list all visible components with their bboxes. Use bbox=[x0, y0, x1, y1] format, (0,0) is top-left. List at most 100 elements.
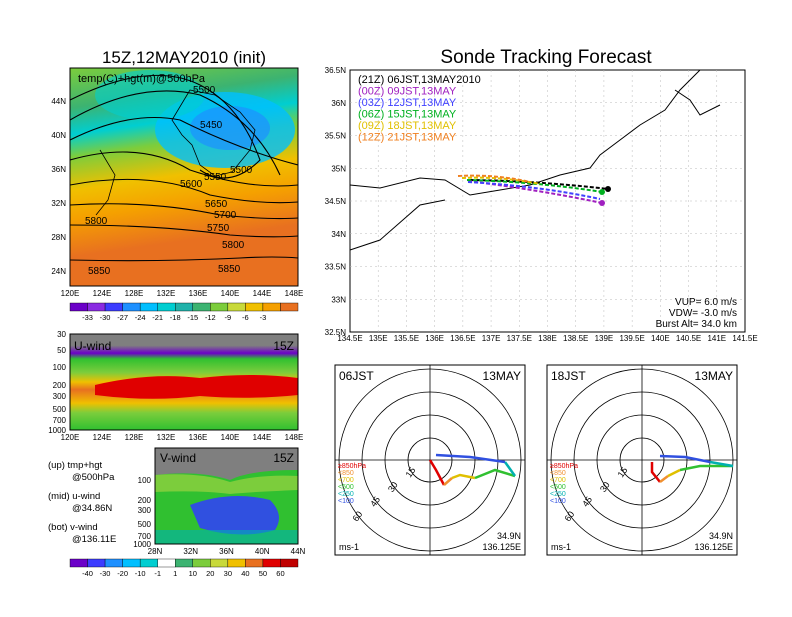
map500-xtick: 124E bbox=[93, 289, 112, 298]
map500-contour bbox=[70, 224, 298, 238]
hodograph-lon: 136.125E bbox=[694, 542, 733, 552]
track-xtick: 135E bbox=[369, 334, 388, 343]
map500-ytick: 32N bbox=[51, 199, 66, 208]
track-legend-entry: (06Z) 15JST,13MAY bbox=[358, 109, 457, 121]
track-ytick: 36.5N bbox=[325, 66, 347, 75]
uwind-ytick: 30 bbox=[57, 330, 66, 339]
map500-colorbar-swatch bbox=[227, 302, 246, 312]
hodograph-legend-entry: <100 bbox=[338, 498, 354, 505]
map500-contour-label: 5550 bbox=[204, 172, 227, 183]
hodograph-trace bbox=[709, 460, 734, 468]
hodograph-ring-label: 30 bbox=[386, 480, 400, 494]
track-landing-dot bbox=[599, 189, 605, 195]
hodograph-time: 06JST bbox=[339, 369, 374, 383]
map500-colorbar-swatch bbox=[192, 302, 211, 312]
uwind-xtick: 124E bbox=[93, 433, 112, 442]
legend-note-sub: @136.11E bbox=[72, 534, 116, 545]
hodograph-ring-label: 60 bbox=[562, 509, 576, 523]
map500-colorbar-label: -27 bbox=[117, 313, 128, 322]
uwind-ytick: 50 bbox=[57, 346, 66, 355]
hodograph-ring-label: 30 bbox=[598, 480, 612, 494]
uwind-xtick: 140E bbox=[221, 433, 240, 442]
map500-contour bbox=[70, 151, 298, 187]
track-ytick: 33N bbox=[331, 295, 346, 304]
map500-colorbar-swatch bbox=[122, 302, 141, 312]
vwind-ytick: 300 bbox=[138, 506, 152, 515]
vwind-colorbar-label: -30 bbox=[100, 569, 111, 578]
hodograph-date: 13MAY bbox=[483, 369, 521, 383]
vwind-colorbar-label: -10 bbox=[135, 569, 146, 578]
hodograph-legend-entry: <700 bbox=[550, 477, 566, 484]
map500-colorbar-swatch bbox=[104, 302, 123, 312]
uwind-ytick: 700 bbox=[53, 416, 67, 425]
track-legend-entry: (03Z) 12JST,13MAY bbox=[358, 97, 457, 109]
track-xtick: 136E bbox=[425, 334, 444, 343]
hodograph-trace bbox=[435, 453, 506, 464]
vwind-colorbar-label: -20 bbox=[117, 569, 128, 578]
track-param: VDW= -3.0 m/s bbox=[669, 308, 737, 319]
map500-label: temp(C)+hgt(m)@500hPa bbox=[78, 73, 206, 85]
vwind-xtick: 44N bbox=[291, 547, 306, 556]
vwind-xtick: 28N bbox=[148, 547, 163, 556]
track-coastline bbox=[349, 69, 701, 196]
map500-contour bbox=[70, 90, 281, 176]
hodograph-legend-entry: ≥850hPa bbox=[550, 463, 578, 470]
vwind-colorbar-swatch bbox=[280, 558, 299, 568]
map500-colorbar-label: -6 bbox=[242, 313, 249, 322]
vwind-ytick: 500 bbox=[138, 520, 152, 529]
legend-notes: (up) tmp+hgt@500hPa (mid) u-wind@34.86N (b… bbox=[48, 460, 116, 545]
map500-colorbar-label: -18 bbox=[170, 313, 181, 322]
vwind-colorbar-swatch bbox=[227, 558, 246, 568]
map500-xtick: 136E bbox=[189, 289, 208, 298]
map500-xtick: 128E bbox=[125, 289, 144, 298]
uwind-xtick: 132E bbox=[157, 433, 176, 442]
track-xtick: 135.5E bbox=[394, 334, 419, 343]
map500-contours bbox=[70, 74, 298, 262]
vwind-colorbar-swatch bbox=[192, 558, 211, 568]
hodograph-trace bbox=[443, 477, 453, 486]
hodograph-lon: 136.125E bbox=[482, 542, 521, 552]
track-xtick: 138.5E bbox=[563, 334, 588, 343]
map500-colorbar-swatch bbox=[280, 302, 299, 312]
track-legend-entry: (09Z) 18JST,13MAY bbox=[358, 120, 457, 132]
hodograph-date: 13MAY bbox=[695, 369, 733, 383]
track-runs bbox=[457, 174, 611, 206]
hodograph-trace bbox=[451, 473, 476, 480]
map500-colorbar-swatch bbox=[245, 302, 264, 312]
map500-yaxis: 44N 40N 36N 32N 28N 24N bbox=[51, 97, 66, 276]
map500-colorbar-swatch bbox=[210, 302, 229, 312]
track-ytick: 33.5N bbox=[325, 263, 347, 272]
map500-ytick: 44N bbox=[51, 97, 66, 106]
legend-note-sub: @500hPa bbox=[72, 472, 115, 483]
map500-colorbar-label: -30 bbox=[100, 313, 111, 322]
map500-ytick: 36N bbox=[51, 165, 66, 174]
map500-colorbar-swatch bbox=[175, 302, 193, 312]
uwind-ytick: 1000 bbox=[48, 426, 66, 435]
vwind-colorbar: -40 -30 -20 -10 -1 1 10 20 30 40 50 60 bbox=[69, 558, 299, 578]
hodograph-unit: ms-1 bbox=[339, 542, 359, 552]
vwind-colorbar-label: -1 bbox=[154, 569, 161, 578]
map500-contour bbox=[70, 203, 298, 220]
vwind-xtick: 40N bbox=[255, 547, 270, 556]
track-legend-entry: (12Z) 21JST,13MAY bbox=[358, 132, 457, 144]
vwind-colorbar-swatch bbox=[175, 558, 193, 568]
map500-colorbar-swatch bbox=[87, 302, 106, 312]
track-run-line bbox=[466, 179, 603, 193]
hodograph-legend-entry: <250 bbox=[338, 491, 354, 498]
map500-coastline bbox=[171, 89, 256, 177]
map500-ytick: 24N bbox=[51, 267, 66, 276]
track-xtick: 140E bbox=[651, 334, 670, 343]
uwind-xtick: 148E bbox=[285, 433, 304, 442]
vwind-colorbar-swatch bbox=[69, 558, 88, 568]
track-xtick: 136.5E bbox=[450, 334, 475, 343]
map500-panel: temp(C)+hgt(m)@500hPa 550054505500555056… bbox=[51, 67, 303, 322]
track-xtick: 139E bbox=[595, 334, 614, 343]
hodograph-trace bbox=[428, 459, 446, 486]
map500-colorbar-label: -21 bbox=[152, 313, 163, 322]
map500-ytick: 40N bbox=[51, 131, 66, 140]
vwind-colorbar-swatch bbox=[210, 558, 229, 568]
map500-contour-label: 5800 bbox=[85, 216, 108, 227]
